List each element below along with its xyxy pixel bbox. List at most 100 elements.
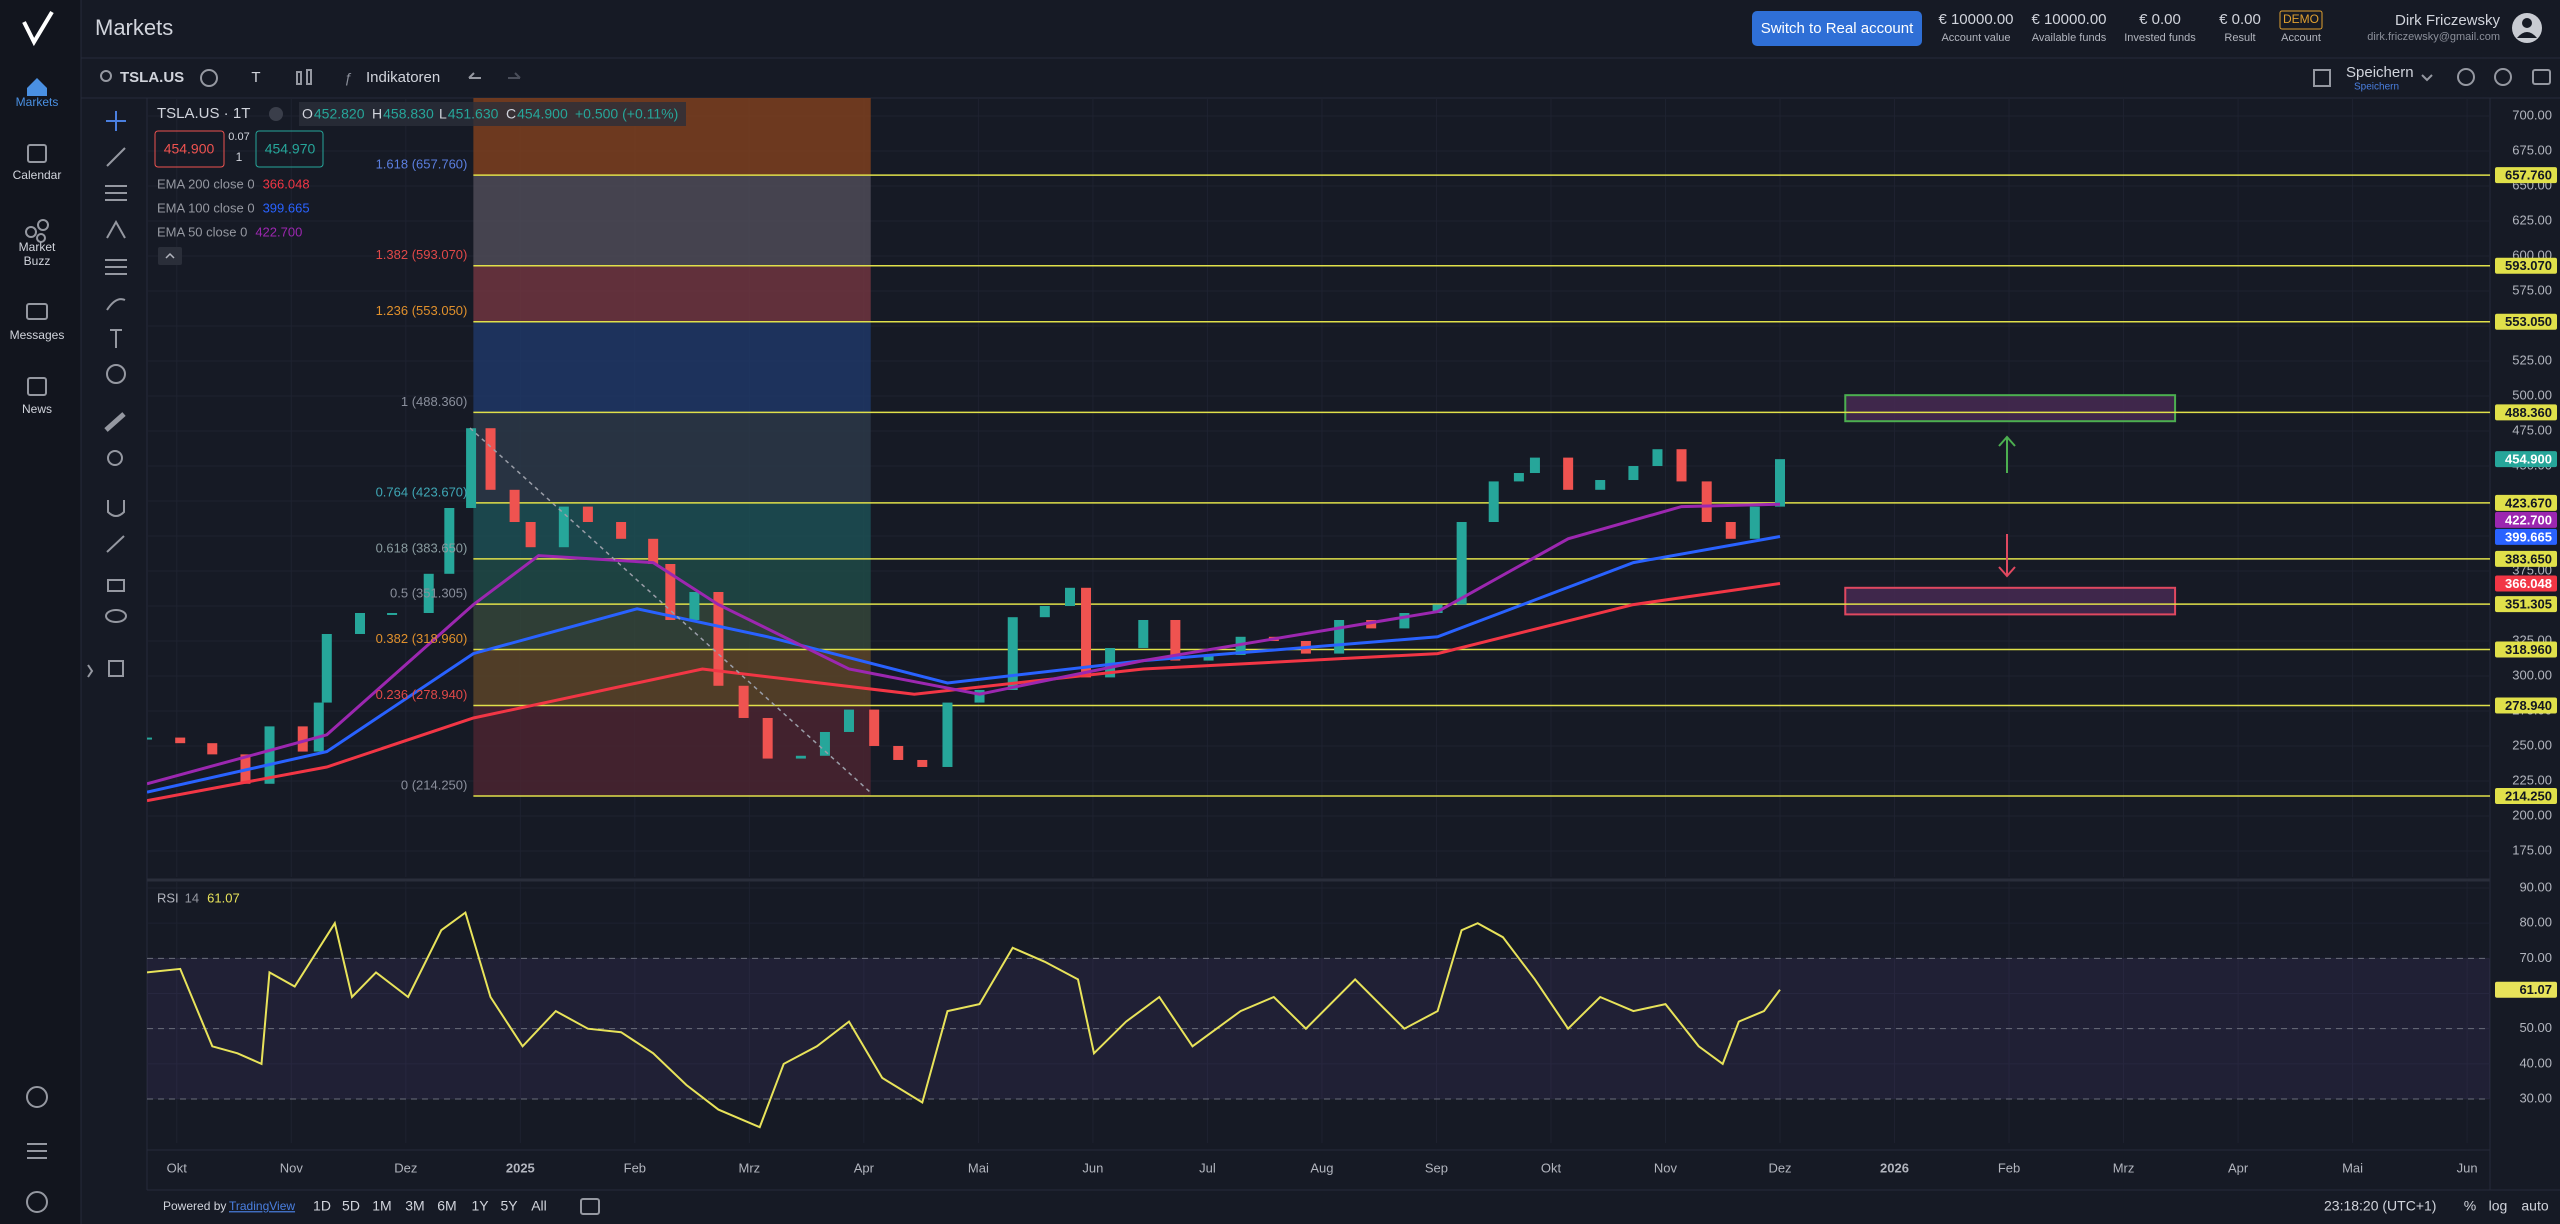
candle (321, 633, 332, 703)
candle (423, 573, 434, 613)
legend-toggle-icon (165, 252, 175, 259)
expand-arrow[interactable] (87, 664, 94, 678)
sidebar-label[interactable]: Markets (16, 95, 59, 109)
pattern-tool[interactable] (106, 219, 126, 239)
rsi-pane (147, 882, 2490, 1143)
x-tick-label: Feb (624, 1160, 646, 1175)
zoom-tool[interactable] (107, 450, 123, 466)
range-button[interactable]: 1M (372, 1198, 391, 1214)
percent-toggle[interactable]: % (2464, 1198, 2476, 1214)
sidebar-label[interactable]: Market (19, 240, 56, 254)
candle (1039, 605, 1050, 618)
up-arrow (1998, 435, 2016, 473)
lock-draw-tool[interactable] (106, 535, 125, 553)
save-chevron[interactable] (2421, 74, 2433, 82)
log-toggle[interactable]: log (2489, 1198, 2508, 1214)
symbol[interactable]: TSLA.US (120, 69, 184, 86)
tradingview-link[interactable]: TradingView (229, 1199, 295, 1213)
sidebar-label[interactable]: Buzz (24, 254, 51, 268)
page-title: Markets (95, 15, 173, 40)
price-tag (2495, 451, 2557, 468)
ask-box[interactable] (255, 130, 324, 168)
x-tick-label: Sep (1425, 1160, 1448, 1175)
real-account-button[interactable] (1752, 11, 1922, 46)
snapshot-icon[interactable] (2532, 69, 2551, 85)
price-tag-label: 423.670 (2505, 495, 2552, 510)
theme-icon[interactable] (26, 1086, 48, 1108)
y-tick-label: 500.00 (2512, 387, 2552, 402)
price-tag-label: 454.900 (2505, 452, 2552, 467)
x-tick-label: Mai (2342, 1160, 2363, 1175)
news-icon[interactable] (27, 377, 47, 396)
candle (1170, 619, 1181, 661)
text-tool[interactable] (110, 329, 122, 348)
settings-gear[interactable] (2494, 68, 2512, 86)
range-button[interactable]: 3M (405, 1198, 424, 1214)
fib-tool[interactable] (105, 259, 127, 275)
layout-icon[interactable] (2313, 69, 2331, 87)
rsi-value: 61.07 (207, 890, 240, 905)
candle (1138, 619, 1149, 648)
rsi-tick-label: 30.00 (2519, 1090, 2552, 1105)
channel-tool[interactable] (105, 185, 127, 201)
candle (942, 702, 953, 767)
undo-icon[interactable] (468, 72, 481, 79)
range-button[interactable]: 5Y (500, 1198, 518, 1214)
bid-box[interactable] (154, 130, 225, 168)
indicator-value: 422.700 (255, 224, 302, 239)
ruler-tool[interactable] (104, 412, 126, 432)
fib-zone (473, 705, 871, 797)
interval[interactable]: T (251, 69, 260, 86)
x-tick-label: Mai (968, 1160, 989, 1175)
candle (1007, 617, 1018, 690)
fx-icon[interactable]: ƒ (344, 70, 352, 86)
logo[interactable] (22, 10, 54, 47)
buzz-icon[interactable] (25, 219, 49, 243)
messages-icon[interactable] (26, 303, 48, 320)
real-account-label: Switch to Real account (1761, 20, 1914, 37)
fib-zone (473, 412, 871, 503)
price-tag (2495, 596, 2557, 613)
candle (1595, 480, 1606, 490)
emoji-tool[interactable] (106, 364, 126, 384)
legend-toggle[interactable] (158, 247, 182, 265)
visibility-tool[interactable] (105, 609, 127, 623)
delete-tool[interactable] (108, 660, 124, 677)
auto-toggle[interactable]: auto (2521, 1198, 2548, 1214)
x-tick-label: Feb (1998, 1160, 2020, 1175)
lock-tool[interactable] (107, 579, 125, 592)
candle (648, 538, 659, 565)
markets-icon[interactable] (27, 78, 47, 96)
chart-type-icon[interactable] (296, 69, 312, 85)
save-sub: Speichern (2354, 82, 2399, 93)
indicators[interactable]: Indikatoren (366, 69, 440, 86)
x-tick-label: Dez (1768, 1160, 1791, 1175)
range-button[interactable]: 6M (437, 1198, 456, 1214)
candle (1701, 481, 1712, 523)
range-button[interactable]: 5D (342, 1198, 360, 1214)
magnet-tool[interactable] (107, 500, 125, 517)
price-tag-label: 214.250 (2505, 788, 2552, 803)
sidebar-label[interactable]: News (22, 402, 52, 416)
range-button[interactable]: 1D (313, 1198, 331, 1214)
add-symbol-icon[interactable] (200, 69, 218, 87)
line-tool[interactable] (106, 147, 126, 167)
change: +0.500 (+0.11%) (575, 106, 678, 122)
brush-tool[interactable] (106, 298, 126, 311)
settings-icon[interactable] (27, 1143, 47, 1159)
search-icon[interactable] (100, 70, 112, 82)
range-button[interactable]: All (531, 1198, 547, 1214)
price-tag (2495, 511, 2557, 528)
legend-collapse[interactable] (269, 107, 283, 121)
sidebar-label[interactable]: Messages (10, 328, 65, 342)
zone-box (1844, 394, 2177, 423)
date-range-icon[interactable] (580, 1198, 600, 1215)
candle (819, 731, 830, 756)
help-icon[interactable] (26, 1191, 48, 1213)
calendar-icon[interactable] (27, 144, 47, 163)
zoom-icon[interactable] (2457, 68, 2475, 86)
range-button[interactable]: 1Y (471, 1198, 489, 1214)
crosshair-tool[interactable] (106, 111, 126, 131)
sidebar-label[interactable]: Calendar (13, 168, 62, 182)
save[interactable]: Speichern (2346, 64, 2414, 81)
